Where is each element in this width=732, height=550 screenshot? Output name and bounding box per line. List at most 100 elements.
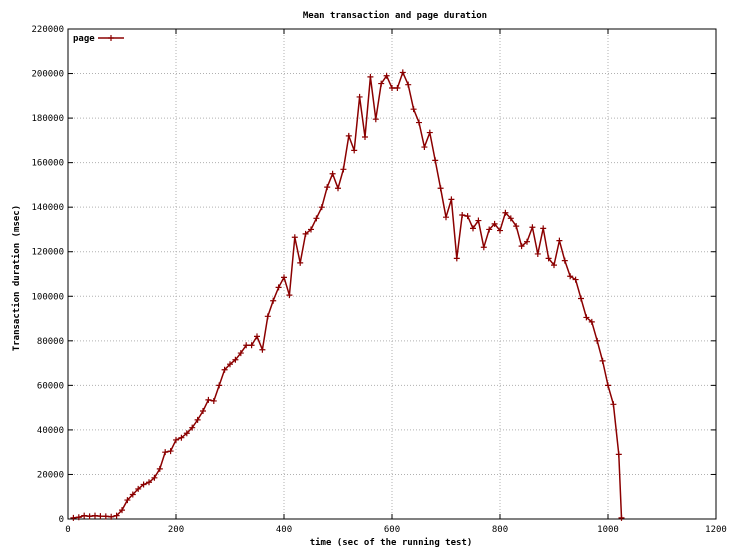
data-point: [583, 314, 590, 321]
data-point: [270, 297, 277, 304]
legend-marker-page: [108, 35, 114, 41]
x-tick-label: 800: [492, 525, 508, 535]
data-point: [416, 119, 422, 126]
data-point: [183, 430, 190, 437]
data-point: [399, 69, 406, 76]
data-point: [453, 255, 460, 262]
data-point: [237, 350, 244, 357]
y-tick-label: 180000: [31, 114, 64, 124]
data-point: [178, 434, 185, 441]
legend-point: [108, 35, 114, 41]
data-point: [567, 273, 574, 280]
data-point: [410, 106, 417, 113]
data-point: [108, 513, 115, 520]
data-point: [367, 73, 374, 80]
data-point: [340, 166, 347, 173]
data-point: [162, 449, 169, 456]
y-axis-ticks: 0 20000 40000 60000 80000 100000 120000 140000 1…: [31, 25, 716, 525]
data-point: [318, 204, 325, 211]
data-point: [588, 318, 595, 325]
data-point: [151, 474, 158, 481]
data-point: [545, 255, 552, 262]
data-point: [491, 220, 498, 227]
data-point: [297, 259, 304, 266]
series-layer: [70, 69, 625, 521]
data-point: [281, 274, 287, 281]
data-point: [194, 416, 201, 423]
legend-label-page: page: [73, 34, 95, 44]
data-point: [313, 215, 320, 222]
data-point: [426, 129, 433, 136]
data-point: [86, 513, 93, 520]
data-point: [529, 224, 536, 231]
data-point: [189, 424, 196, 431]
data-point: [167, 448, 174, 455]
data-point: [200, 407, 206, 414]
y-tick-label: 40000: [37, 426, 64, 436]
data-point: [610, 401, 617, 408]
y-tick-label: 100000: [31, 292, 64, 302]
x-tick-label: 1200: [705, 525, 727, 535]
data-point: [470, 225, 476, 232]
data-point: [599, 357, 606, 364]
data-point: [243, 342, 250, 349]
data-point: [302, 230, 309, 237]
data-point: [497, 227, 503, 234]
x-tick-label: 200: [168, 525, 184, 535]
data-point: [210, 397, 217, 404]
legend: page: [73, 34, 124, 44]
data-point: [227, 361, 233, 368]
data-point: [443, 214, 449, 221]
data-point: [486, 226, 493, 233]
y-tick-label: 140000: [31, 203, 64, 213]
data-point: [502, 209, 509, 216]
data-point: [156, 465, 163, 472]
plot-frame: [67, 28, 717, 520]
data-point: [146, 479, 152, 486]
data-point: [480, 244, 487, 251]
data-point: [129, 491, 136, 498]
y-tick-label: 200000: [31, 70, 64, 80]
data-point: [113, 512, 120, 519]
data-point: [356, 93, 363, 100]
data-point: [578, 295, 584, 302]
data-point: [518, 243, 525, 250]
data-point: [432, 157, 439, 164]
data-point: [572, 276, 579, 283]
x-tick-label: 0: [65, 525, 70, 535]
data-point: [254, 333, 260, 340]
x-tick-label: 400: [276, 525, 292, 535]
data-point: [475, 217, 482, 224]
data-point: [421, 144, 428, 151]
y-axis-label: Transaction duration (msec): [11, 205, 22, 351]
data-point: [248, 342, 255, 349]
y-tick-label: 80000: [37, 337, 64, 347]
data-point: [551, 262, 557, 269]
data-point: [437, 185, 444, 192]
y-tick-label: 220000: [31, 25, 64, 35]
grid-lines: [68, 29, 716, 519]
data-point: [362, 134, 368, 141]
data-point: [97, 513, 104, 520]
data-point: [534, 250, 541, 257]
data-point: [275, 284, 282, 291]
data-point: [561, 257, 568, 264]
y-tick-label: 120000: [31, 248, 64, 258]
data-point: [394, 85, 401, 92]
data-point: [459, 211, 466, 218]
data-point: [216, 382, 223, 389]
data-point: [383, 72, 390, 79]
x-tick-label: 600: [384, 525, 400, 535]
data-point: [524, 238, 530, 245]
x-axis-label: time (sec of the running test): [310, 537, 473, 548]
x-axis-ticks: 0 200 400 600 800 1000 1200: [65, 29, 727, 535]
chart-title: Mean transaction and page duration: [303, 10, 487, 21]
data-point: [259, 346, 266, 353]
data-point: [372, 116, 379, 123]
data-point: [329, 170, 336, 177]
data-point: [140, 481, 147, 488]
data-point: [464, 213, 471, 220]
data-point: [205, 396, 212, 403]
data-point: [324, 184, 331, 191]
